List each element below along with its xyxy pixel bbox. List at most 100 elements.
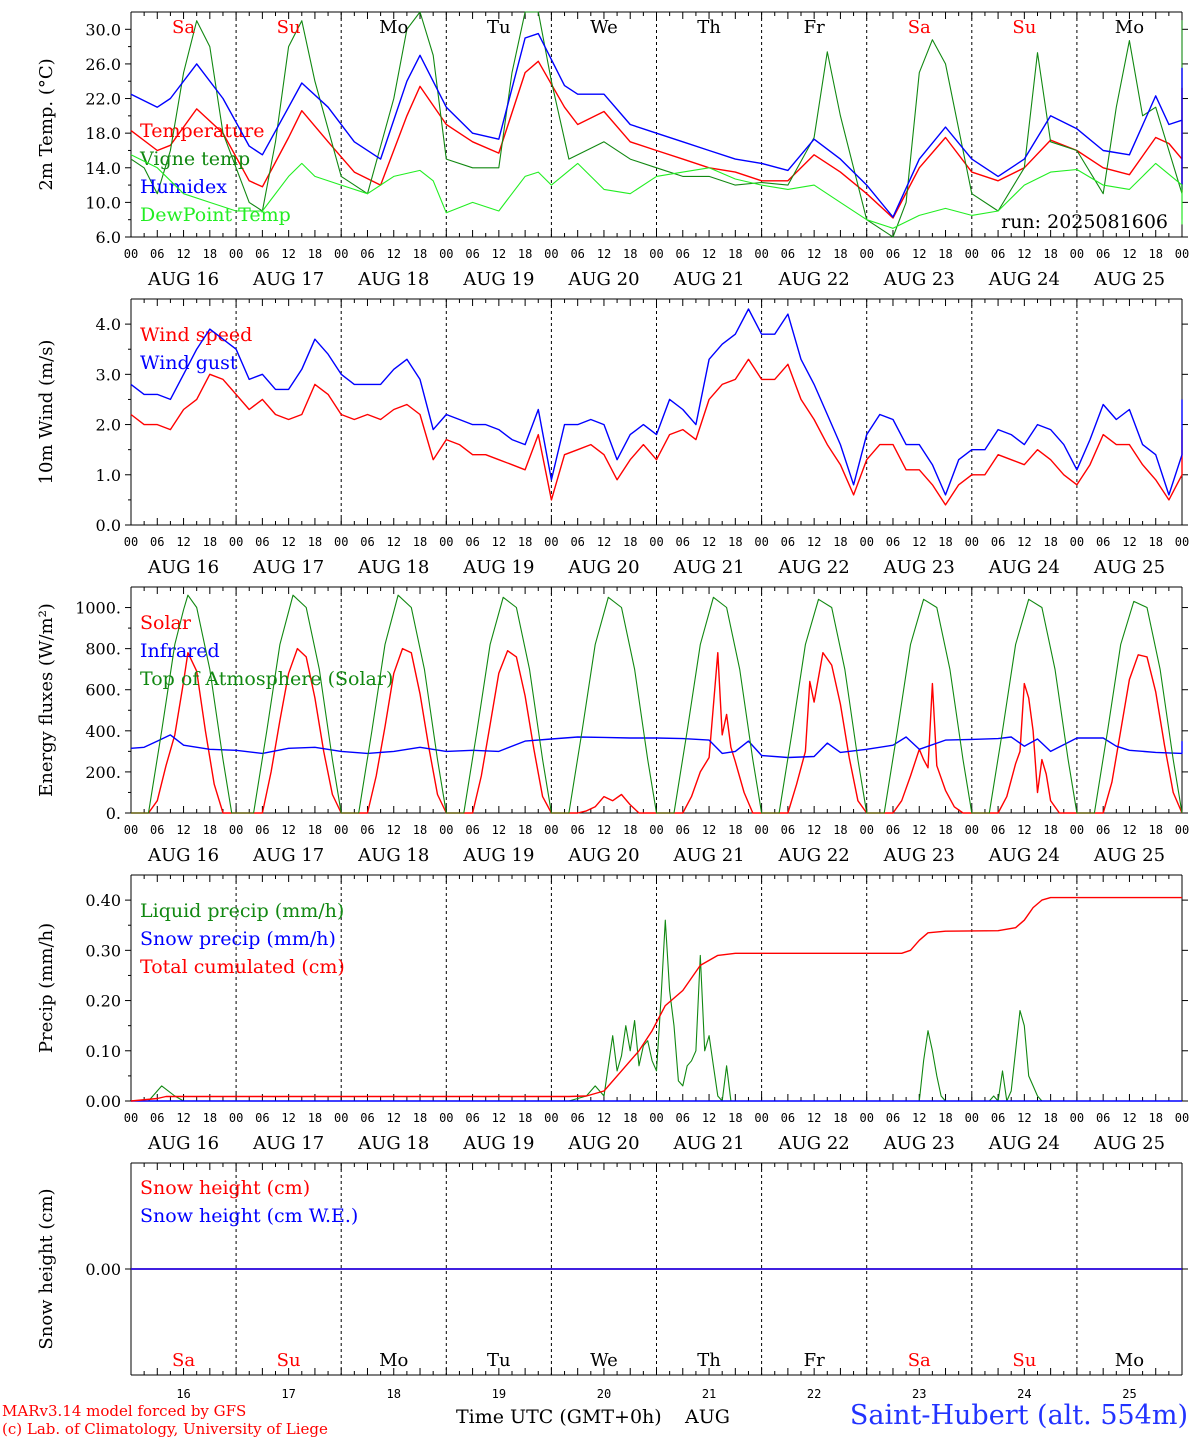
- x-hour-label: 06: [465, 535, 479, 549]
- x-hour-label: 18: [308, 247, 322, 261]
- x-hour-label: 00: [229, 535, 243, 549]
- x-hour-label: 12: [807, 1111, 821, 1125]
- x-hour-label: 18: [518, 1111, 532, 1125]
- x-hour-label: 06: [1096, 823, 1110, 837]
- x-hour-label: 06: [1096, 247, 1110, 261]
- series-line: [130, 896, 1182, 1102]
- x-hour-label: 18: [1148, 247, 1162, 261]
- x-date-label: AUG 23: [883, 845, 955, 866]
- x-date-label: AUG 20: [567, 557, 639, 578]
- x-hour-label: 00: [544, 247, 558, 261]
- y-tick-label: 30.0: [85, 20, 121, 39]
- x-date-label: AUG 16: [147, 269, 219, 290]
- weekday-label: Su: [1012, 1350, 1036, 1371]
- x-hour-label: 06: [465, 1111, 479, 1125]
- legend-entry: Solar: [140, 612, 192, 634]
- x-hour-label: 12: [492, 247, 506, 261]
- x-hour-label: 12: [1122, 1111, 1136, 1125]
- day-number-label: 20: [597, 1387, 611, 1401]
- x-hour-label: 06: [991, 1111, 1005, 1125]
- x-hour-label: 18: [938, 535, 952, 549]
- x-hour-label: 06: [991, 247, 1005, 261]
- legend-entry: Snow height (cm W.E.): [140, 1205, 358, 1227]
- weekday-label: Fr: [804, 1350, 825, 1371]
- x-hour-label: 18: [623, 535, 637, 549]
- x-hour-label: 06: [676, 535, 690, 549]
- x-date-label: AUG 20: [567, 1133, 639, 1154]
- series-line: [131, 919, 1182, 1102]
- x-hour-label: 00: [334, 247, 348, 261]
- x-hour-label: 18: [518, 535, 532, 549]
- x-hour-label: 06: [255, 247, 269, 261]
- x-hour-label: 06: [1096, 1111, 1110, 1125]
- weekday-label: Sa: [908, 1350, 931, 1371]
- x-hour-label: 06: [886, 823, 900, 837]
- x-date-label: AUG 22: [778, 845, 850, 866]
- x-hour-label: 06: [360, 247, 374, 261]
- x-hour-label: 18: [413, 1111, 427, 1125]
- x-hour-label: 00: [1070, 247, 1084, 261]
- x-date-label: AUG 23: [883, 557, 955, 578]
- series-line: [130, 11, 1183, 238]
- series-line: [131, 647, 1183, 814]
- x-hour-label: 18: [518, 247, 532, 261]
- x-date-label: AUG 20: [567, 845, 639, 866]
- x-hour-label: 12: [597, 823, 611, 837]
- day-number-label: 17: [281, 1387, 295, 1401]
- x-hour-label: 12: [1017, 247, 1031, 261]
- x-hour-label: 12: [281, 535, 295, 549]
- x-hour-label: 12: [597, 535, 611, 549]
- x-date-label: AUG 24: [988, 845, 1060, 866]
- x-hour-label: 06: [570, 1111, 584, 1125]
- x-hour-label: 12: [1017, 535, 1031, 549]
- x-hour-label: 18: [938, 247, 952, 261]
- x-hour-label: 12: [1122, 823, 1136, 837]
- x-hour-label: 12: [492, 823, 506, 837]
- x-hour-label: 12: [176, 535, 190, 549]
- x-hour-label: 12: [176, 823, 190, 837]
- x-date-label: AUG 25: [1093, 1133, 1165, 1154]
- x-hour-label: 06: [465, 247, 479, 261]
- weekday-label: Mo: [379, 1350, 408, 1371]
- x-hour-label: 12: [702, 1111, 716, 1125]
- x-date-label: AUG 16: [147, 1133, 219, 1154]
- weekday-label: Fr: [804, 17, 825, 38]
- x-date-label: AUG 24: [988, 1133, 1060, 1154]
- legend-entry: Top of Atmosphere (Solar): [140, 668, 393, 690]
- x-hour-label: 18: [308, 823, 322, 837]
- x-hour-label: 06: [150, 823, 164, 837]
- legend-entry: DewPoint Temp: [140, 204, 291, 226]
- x-hour-label: 18: [833, 247, 847, 261]
- y-axis-label: Precip (mm/h): [36, 923, 57, 1053]
- x-hour-label: 00: [334, 823, 348, 837]
- x-hour-label: 12: [492, 1111, 506, 1125]
- x-hour-label: 00: [1175, 535, 1189, 549]
- x-hour-label: 12: [912, 823, 926, 837]
- weekday-label: Mo: [1115, 17, 1144, 38]
- x-date-label: AUG 20: [567, 269, 639, 290]
- x-hour-label: 06: [676, 247, 690, 261]
- x-hour-label: 06: [360, 823, 374, 837]
- x-date-label: AUG 23: [883, 269, 955, 290]
- x-hour-label: 06: [1096, 535, 1110, 549]
- x-hour-label: 00: [1070, 1111, 1084, 1125]
- x-hour-label: 12: [702, 247, 716, 261]
- legend-entry: Snow height (cm): [140, 1177, 310, 1199]
- day-number-label: 25: [1122, 1387, 1136, 1401]
- day-number-label: 18: [387, 1387, 401, 1401]
- y-tick-label: 18.0: [85, 124, 121, 143]
- x-hour-label: 18: [938, 1111, 952, 1125]
- x-hour-label: 18: [1043, 823, 1057, 837]
- x-hour-label: 12: [597, 1111, 611, 1125]
- x-date-label: AUG 17: [252, 845, 324, 866]
- x-hour-label: 00: [754, 535, 768, 549]
- x-hour-label: 18: [833, 823, 847, 837]
- x-hour-label: 12: [387, 535, 401, 549]
- x-date-label: AUG 25: [1093, 845, 1165, 866]
- x-hour-label: 00: [1070, 535, 1084, 549]
- x-hour-label: 00: [544, 535, 558, 549]
- x-hour-label: 06: [150, 1111, 164, 1125]
- x-hour-label: 00: [334, 535, 348, 549]
- weekday-label: Mo: [1115, 1350, 1144, 1371]
- x-hour-label: 12: [387, 247, 401, 261]
